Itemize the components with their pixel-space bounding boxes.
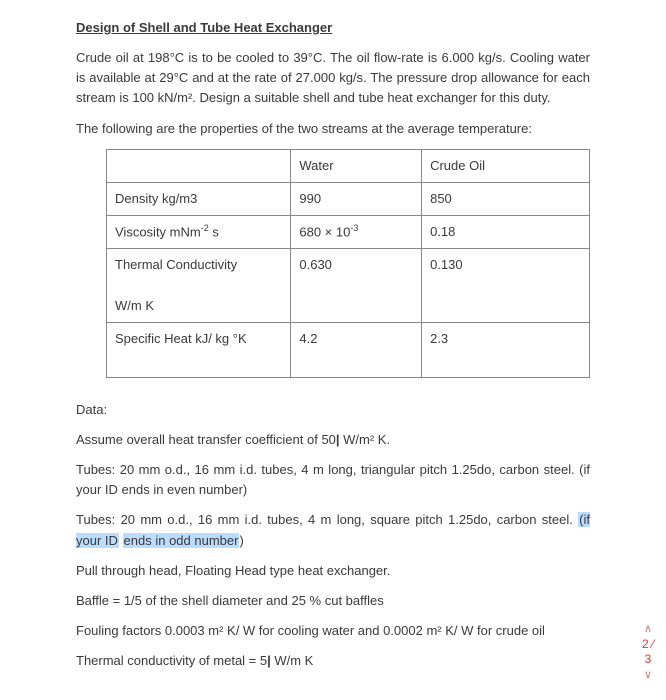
table-row: Water Crude Oil [107,149,590,182]
cell-viscosity-oil: 0.18 [422,215,590,248]
tubes-triangular: Tubes: 20 mm o.d., 16 mm i.d. tubes, 4 m… [76,460,590,500]
cell-conductivity-water: 0.630 [291,249,422,322]
page-total: 3 [645,652,652,666]
head-type: Pull through head, Floating Head type he… [76,561,590,581]
properties-lead: The following are the properties of the … [76,119,590,139]
assume-coeff: Assume overall heat transfer coefficient… [76,430,590,450]
properties-table-wrap: Water Crude Oil Density kg/m3 990 850 Vi… [76,149,590,378]
highlight-odd-2: ends in odd number [123,533,240,548]
table-row: Specific Heat kJ/ kg °K 4.2 2.3 [107,322,590,377]
cell-density-label: Density kg/m3 [107,182,291,215]
metal-conductivity: Thermal conductivity of metal = 5| W/m K [76,651,590,671]
cell-viscosity-label: Viscosity mNm-2 s [107,215,291,248]
cell-viscosity-water: 680 × 10-3 [291,215,422,248]
tubes-square: Tubes: 20 mm o.d., 16 mm i.d. tubes, 4 m… [76,510,590,550]
cell-density-water: 990 [291,182,422,215]
intro-paragraph: Crude oil at 198°C is to be cooled to 39… [76,48,590,108]
chevron-up-icon[interactable]: ∧ [640,622,656,636]
document-page: Design of Shell and Tube Heat Exchanger … [0,0,666,691]
header-property [107,149,291,182]
page-indicator: ∧ 2 ⁄ 3 ∨ [640,622,656,682]
properties-table: Water Crude Oil Density kg/m3 990 850 Vi… [106,149,590,378]
cell-specheat-label: Specific Heat kJ/ kg °K [107,322,291,377]
page-current: 2 [642,637,649,651]
page-title: Design of Shell and Tube Heat Exchanger [76,18,590,38]
chevron-down-icon[interactable]: ∨ [640,668,656,682]
header-oil: Crude Oil [422,149,590,182]
page-sep: ⁄ [652,637,654,651]
table-row: Density kg/m3 990 850 [107,182,590,215]
fouling-note: Fouling factors 0.0003 m² K/ W for cooli… [76,621,590,641]
cell-conductivity-label: Thermal ConductivityW/m K [107,249,291,322]
baffle-note: Baffle = 1/5 of the shell diameter and 2… [76,591,590,611]
table-row: Viscosity mNm-2 s 680 × 10-3 0.18 [107,215,590,248]
header-water: Water [291,149,422,182]
data-heading: Data: [76,400,590,420]
cell-density-oil: 850 [422,182,590,215]
table-row: Thermal ConductivityW/m K 0.630 0.130 [107,249,590,322]
cell-conductivity-oil: 0.130 [422,249,590,322]
cell-specheat-water: 4.2 [291,322,422,377]
cell-specheat-oil: 2.3 [422,322,590,377]
